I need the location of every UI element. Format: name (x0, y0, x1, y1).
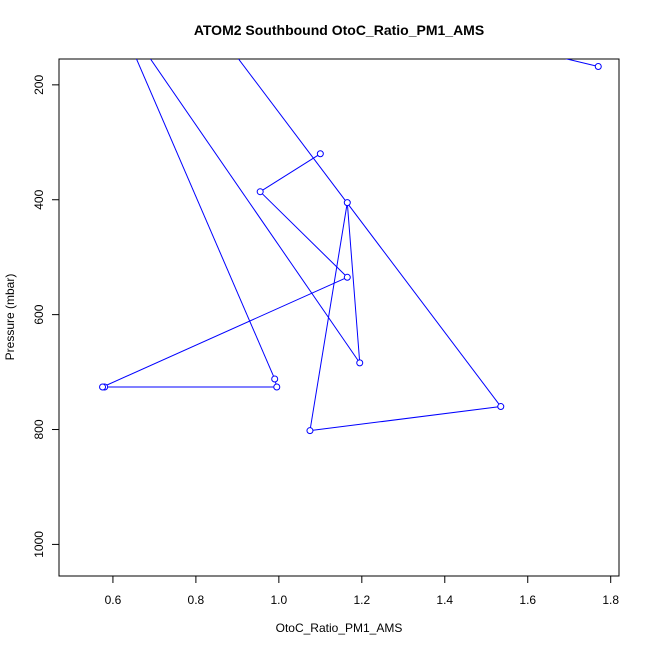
chart-title: ATOM2 Southbound OtoC_Ratio_PM1_AMS (194, 22, 484, 38)
data-point (316, 150, 324, 158)
y-tick-label: 1000 (32, 531, 46, 558)
y-axis-label: Pressure (mbar) (3, 274, 17, 361)
series-segment (259, 153, 321, 193)
data-point (356, 359, 364, 367)
y-tick-label: 600 (32, 304, 46, 324)
x-tick-label: 1.2 (353, 593, 370, 607)
series-segment (237, 59, 502, 407)
x-tick-label: 0.8 (188, 593, 205, 607)
series-segment (259, 191, 348, 278)
x-tick-label: 1.4 (436, 593, 453, 607)
y-tick-label: 400 (32, 189, 46, 209)
data-point (306, 427, 314, 435)
series-segment (309, 406, 501, 432)
data-point (594, 62, 602, 70)
series-segment (229, 0, 362, 10)
x-axis: 0.6 0.8 1.0 1.2 1.4 1.6 1.8 (105, 575, 619, 607)
data-series (99, 0, 602, 435)
data-point (343, 199, 351, 207)
data-point (256, 188, 264, 196)
x-tick-label: 1.0 (271, 593, 288, 607)
plot-frame (58, 58, 620, 577)
y-tick-label: 800 (32, 419, 46, 439)
data-point (99, 383, 107, 391)
x-tick-label: 0.6 (105, 593, 122, 607)
y-axis: 200 400 600 800 1000 (32, 75, 60, 558)
series-segment (135, 59, 276, 380)
series-segment (149, 59, 361, 364)
data-point (271, 375, 279, 383)
data-point (497, 403, 505, 411)
y-tick-label: 200 (32, 75, 46, 95)
series-segment (102, 276, 348, 388)
series-segment (346, 202, 361, 363)
x-tick-label: 1.6 (519, 593, 536, 607)
data-point (273, 383, 281, 391)
x-axis-label: OtoC_Ratio_PM1_AMS (276, 621, 403, 635)
series-segment (564, 59, 599, 67)
x-tick-label: 1.8 (602, 593, 619, 607)
data-point (343, 273, 351, 281)
series-segment (309, 202, 348, 431)
